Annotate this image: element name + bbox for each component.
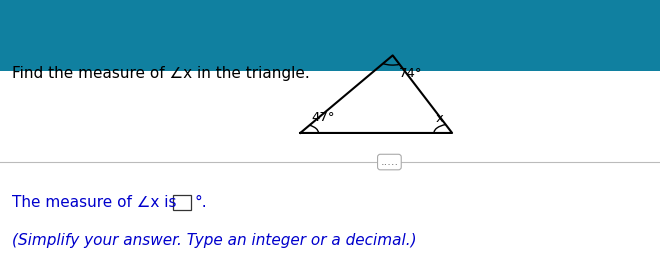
FancyBboxPatch shape [173, 194, 191, 210]
Text: 74°: 74° [399, 67, 423, 80]
Text: Find the measure of ∠x in the triangle.: Find the measure of ∠x in the triangle. [12, 66, 310, 81]
Text: The measure of ∠x is: The measure of ∠x is [12, 195, 176, 210]
Text: 47°: 47° [312, 111, 335, 124]
FancyBboxPatch shape [0, 0, 660, 71]
Text: (Simplify your answer. Type an integer or a decimal.): (Simplify your answer. Type an integer o… [12, 234, 416, 248]
Text: x: x [436, 112, 444, 125]
Text: °.: °. [194, 195, 207, 210]
Text: .....: ..... [380, 157, 399, 167]
